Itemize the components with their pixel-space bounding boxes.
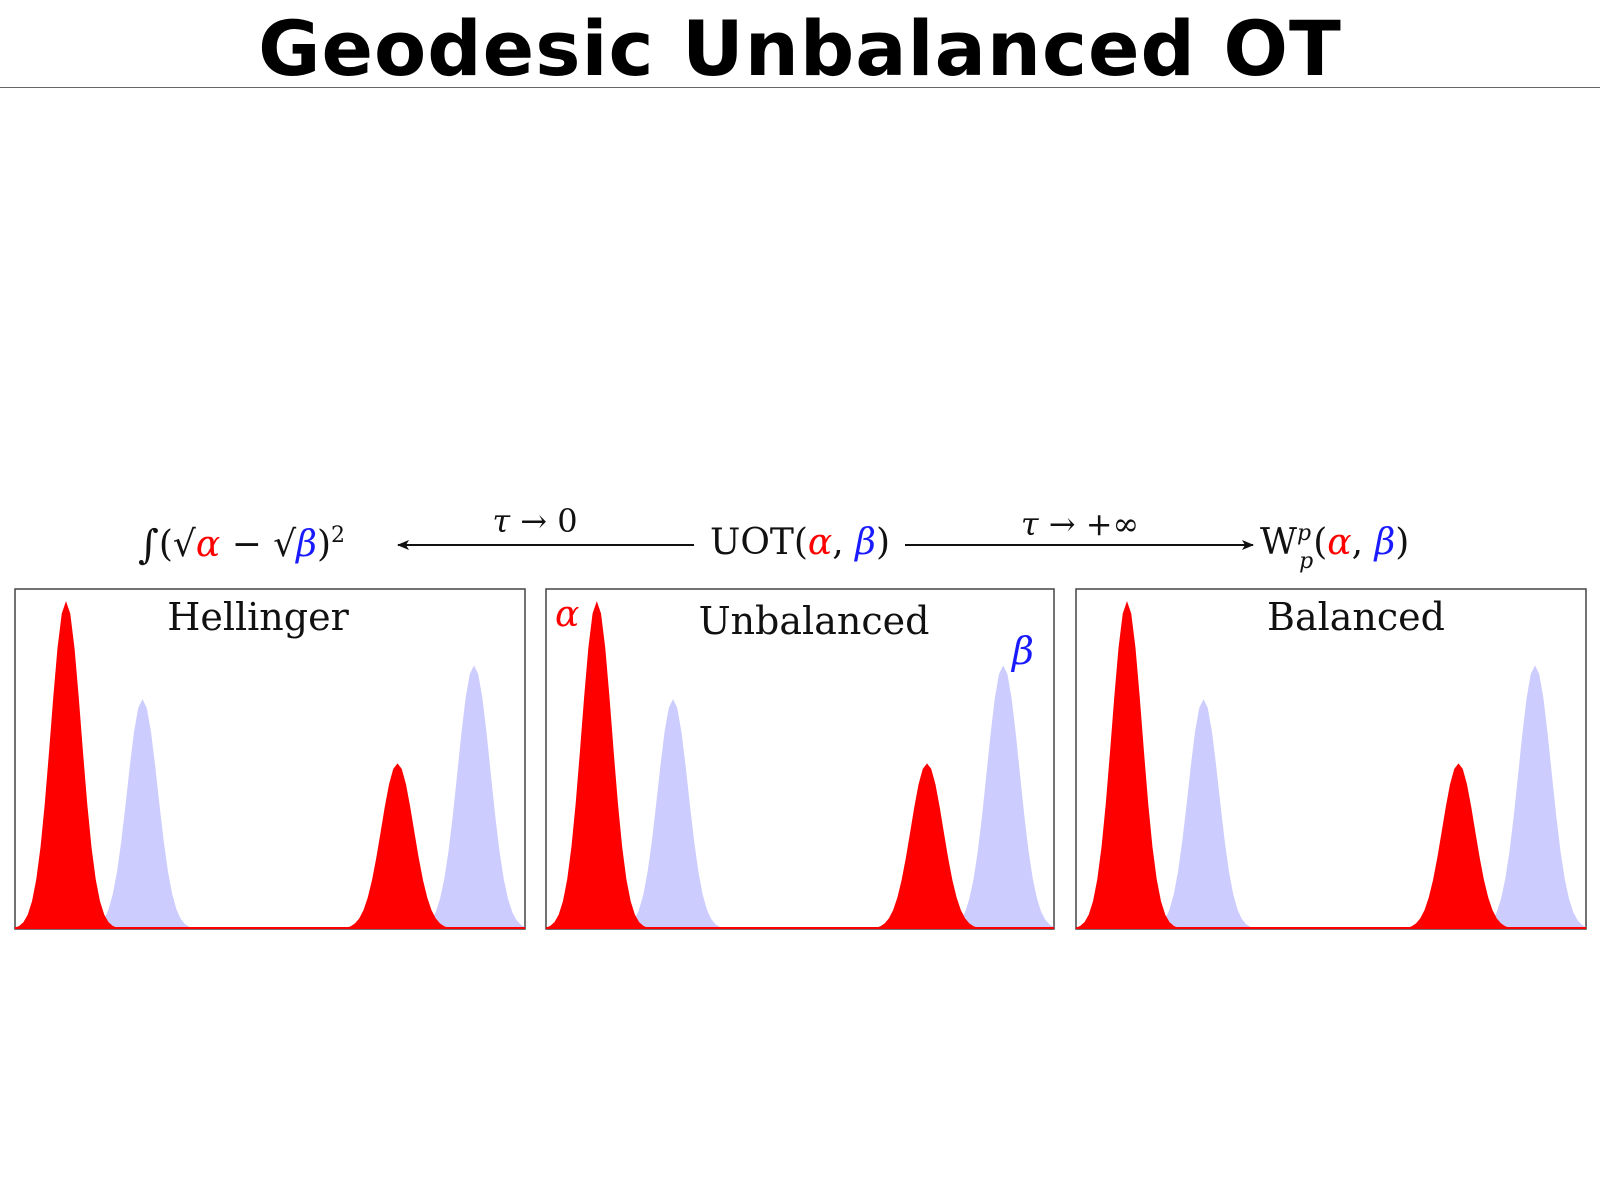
panel-hellinger: Hellinger [14,588,526,930]
arrow-to-balanced: τ → +∞ [905,505,1254,550]
w-close-paren: ) [1395,522,1409,563]
arrow-to-hellinger: τ → 0 [397,502,694,550]
svg-text:τ → +∞: τ → +∞ [1021,505,1139,543]
svg-text:Wpp(α, β): Wp p(α, β) [1260,521,1409,574]
slide-title: Geodesic Unbalanced OT [258,4,1342,93]
panel-label-hellinger: Hellinger [167,595,349,639]
alpha-peak-2 [546,763,1054,929]
minus-sign: − [220,524,273,565]
w-comma: , [1352,522,1375,563]
uot-open-paren: ( [794,522,808,563]
beta-peak-2 [1076,665,1586,929]
title-divider [0,87,1600,88]
uot-alpha: α [808,522,832,563]
alpha-peak-2 [1076,763,1586,929]
beta-peak-1 [15,699,525,929]
beta-peak-2 [546,665,1054,929]
alpha-peak-1 [1076,601,1586,929]
w-superscript: p [1297,521,1311,546]
limit-value-right: +∞ [1086,505,1139,543]
beta-peak-1 [546,699,1054,929]
beta-peak-1 [1076,699,1586,929]
w-subscript: p [1299,549,1313,574]
open-paren: ( [159,524,173,565]
alpha-peak-1 [546,601,1054,929]
uot-beta: β [853,522,876,563]
w-beta: β [1372,522,1395,563]
uot-name: UOT [710,522,794,563]
svg-text:UOT(α, β): UOT(α, β) [710,522,890,563]
alpha-label: α [555,594,579,635]
alpha-peak-2 [15,763,525,929]
alpha-peak-1 [15,601,525,929]
panel-unbalanced: Unbalanced α β [545,588,1055,930]
svg-text:∫(√α − √β)2: ∫(√α − √β)2 [138,522,345,568]
panel-label-balanced: Balanced [1267,595,1445,639]
uot-comma: , [832,522,855,563]
hellinger-formula: ∫(√α − √β)2 [138,522,345,568]
beta-label: β [1010,629,1034,673]
close-paren: ) [317,524,331,565]
limit-value-left: 0 [557,502,577,540]
uot-formula: UOT(α, β) [710,522,890,563]
panel-label-unbalanced: Unbalanced [699,599,930,643]
limit-arrow-right: → [1039,505,1086,543]
limit-arrow-left: → [510,502,557,540]
beta-symbol: β [294,524,317,565]
beta-peak-2 [15,665,525,929]
w-name: W [1260,522,1297,563]
svg-text:τ → 0: τ → 0 [492,502,577,540]
w-alpha: α [1327,522,1351,563]
sqrt-sign-2: √ [273,524,296,565]
sqrt-sign: √ [173,524,196,565]
uot-close-paren: ) [876,522,890,563]
panel-balanced: Balanced [1075,588,1587,930]
tau-symbol-left: τ [492,502,511,540]
wasserstein-formula: Wp p(α, β) [1260,521,1409,574]
exponent: 2 [331,523,345,548]
integral-sign: ∫ [138,522,159,568]
tau-symbol-right: τ [1021,505,1040,543]
alpha-symbol: α [196,524,220,565]
w-open-paren: ( [1313,522,1327,563]
